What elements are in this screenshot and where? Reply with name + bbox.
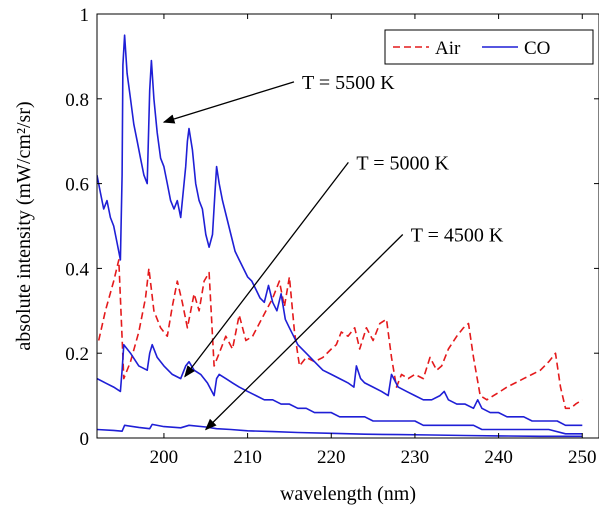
annotation-label: T = 5000 K [356,152,449,174]
x-tick-label: 200 [150,447,179,468]
series-line-4500k [97,423,583,438]
y-tick-label: 0.4 [65,259,89,280]
series-line-5500k [97,34,583,427]
annotation-arrow [204,234,404,431]
y-tick-label: 0.2 [65,344,89,365]
legend-label-co: CO [524,38,550,59]
x-tick-label: 220 [317,447,346,468]
annotation-label: T = 4500 K [411,224,504,246]
y-axis-label: absolute intensity (mW/cm²/sr) [13,101,35,350]
y-tick-label: 0.6 [65,175,89,196]
y-tick-label: 1 [80,5,90,26]
y-tick-label: 0 [80,429,90,450]
x-tick-label: 250 [568,447,597,468]
series-line-5000k [97,343,583,435]
annotation-label: T = 5500 K [302,72,395,94]
series-group [97,34,583,438]
y-tick-label: 0.8 [65,90,89,111]
x-axis-label: wavelength (nm) [280,483,416,505]
x-tick-label: 210 [233,447,262,468]
plot-frame [96,13,599,439]
series-line-air [97,259,583,410]
x-tick-label: 240 [484,447,513,468]
x-tick-label: 230 [401,447,430,468]
annotation-arrow [162,81,295,124]
annotation-arrow [184,162,349,378]
legend-label-air: Air [435,38,461,59]
